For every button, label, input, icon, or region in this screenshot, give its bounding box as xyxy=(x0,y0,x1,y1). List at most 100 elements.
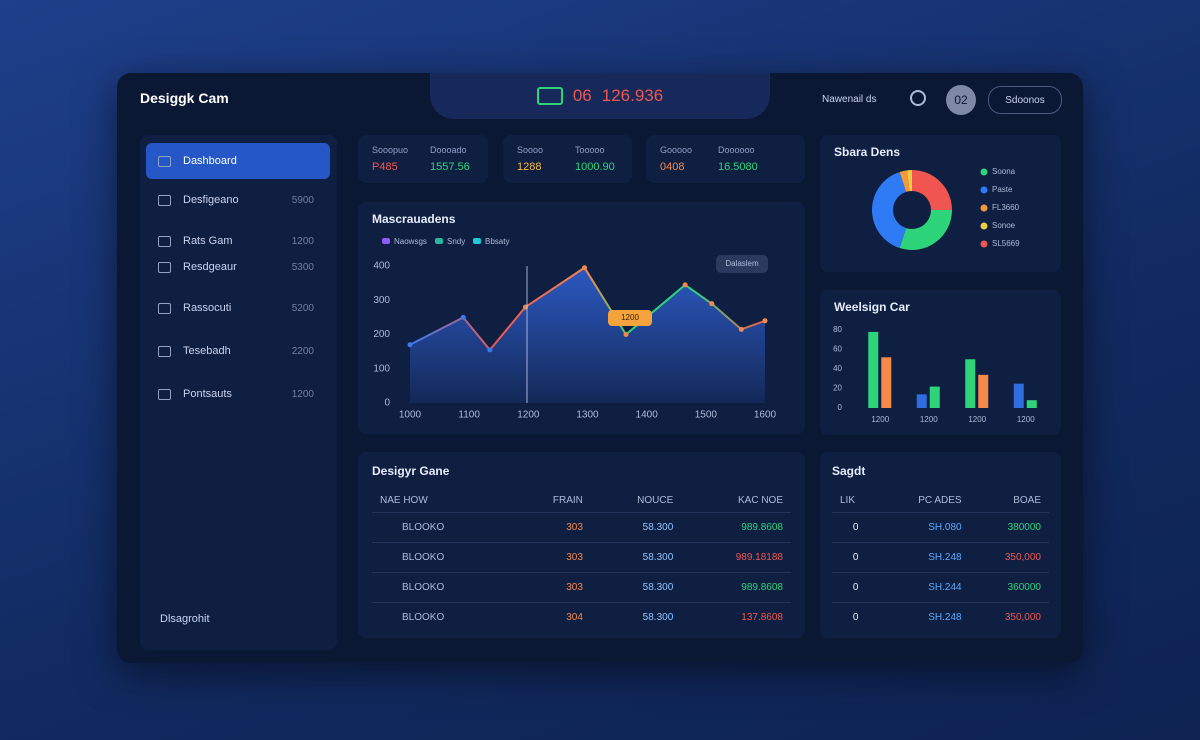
stat-label: Doooooo xyxy=(718,145,755,155)
legend-label: FL3660 xyxy=(992,203,1020,212)
table-row[interactable]: BLOOKO 303 58.300 989.8608 xyxy=(372,512,791,543)
stat-value: 1557.56 xyxy=(430,161,470,173)
table-cell: SH.248 xyxy=(879,602,970,632)
pie-chart: Sbara Dens Soona Paste FL3660 Sonoe SL5669 xyxy=(834,145,1020,250)
x-tick-label: 1400 xyxy=(636,410,659,421)
x-tick-label: 1200 xyxy=(871,415,889,424)
table-row[interactable]: BLOOKO 304 58.300 137.8608 xyxy=(372,602,791,632)
table-row[interactable]: BLOOKO 303 58.300 989.8608 xyxy=(372,572,791,603)
label: Rats Gam xyxy=(183,235,233,247)
legend-label: Sonoe xyxy=(992,221,1016,230)
point xyxy=(460,314,466,320)
icon xyxy=(158,155,171,167)
stat-card: Soooo 1288 Tooooo 1000.90 xyxy=(503,135,632,183)
legend-dot xyxy=(980,186,988,194)
y-tick-label: 100 xyxy=(373,363,390,374)
value: 1200 xyxy=(291,388,314,400)
bar xyxy=(978,374,989,408)
sidebar-item[interactable]: Pontsauts 1200 xyxy=(146,376,330,412)
table-row[interactable]: 0 SH.248 350,000 xyxy=(832,542,1049,573)
table-cell: 58.300 xyxy=(590,572,682,603)
table-cell: 989.8608 xyxy=(681,512,791,543)
column-header: BOAE xyxy=(1013,494,1041,506)
sidebar-item[interactable]: Resdgeaur 5300 xyxy=(146,249,330,285)
table-row[interactable]: BLOOKO 303 58.300 989.18188 xyxy=(372,542,791,573)
icon xyxy=(158,302,171,314)
legend-label: Paste xyxy=(992,185,1013,194)
point xyxy=(709,301,715,307)
legend-label: Soona xyxy=(992,167,1016,176)
stat-value: 16.5080 xyxy=(718,161,758,173)
point xyxy=(762,318,768,324)
table-row[interactable]: 0 SH.080 380000 xyxy=(832,512,1049,543)
bar xyxy=(1026,400,1037,408)
data-table: LIK PC ADES BOAE 0 SH.080 380000 0 SH.248 350,00… xyxy=(832,488,1049,632)
point xyxy=(487,347,493,353)
icon xyxy=(158,345,171,357)
value: 5900 xyxy=(291,194,314,206)
sidebar-item[interactable]: Rats Gam 1200 xyxy=(146,223,330,259)
tooltip-box xyxy=(716,255,768,273)
label: Dashboard xyxy=(183,155,237,167)
label: Resdgeaur xyxy=(183,261,237,273)
search-icon[interactable] xyxy=(910,90,926,106)
stat-label: Gooooo xyxy=(660,145,693,155)
label: Pontsauts xyxy=(183,388,232,400)
table-cell: 0 xyxy=(832,602,880,632)
stat: Soooo 1288 xyxy=(517,145,543,173)
x-tick-label: 1200 xyxy=(920,415,938,424)
legend-dot xyxy=(980,240,988,248)
label: Desfigeano xyxy=(183,194,239,206)
table-card: Desigyr Gane NAE HOW FRAIN NOUCE KAC NOE BLOO… xyxy=(358,452,805,638)
legend-label: SL5669 xyxy=(992,239,1020,248)
legend-label: Naowsgs xyxy=(394,237,427,246)
icon xyxy=(158,261,171,273)
y-tick-label: 80 xyxy=(833,325,842,334)
x-tick-label: 1300 xyxy=(576,410,599,421)
table-row[interactable]: 0 SH.248 350,000 xyxy=(832,602,1049,632)
table-cell: 350,000 xyxy=(969,602,1049,632)
label: Tesebadh xyxy=(183,345,231,357)
table-cell: 303 xyxy=(511,542,591,573)
table-row[interactable]: 0 SH.244 360000 xyxy=(832,572,1049,603)
sidebar-item[interactable]: Rassocuti 5200 xyxy=(146,290,330,326)
sidebar-item[interactable]: Tesebadh 2200 xyxy=(146,333,330,369)
bar xyxy=(916,394,927,408)
column-header: LIK xyxy=(840,494,856,506)
line xyxy=(409,266,766,352)
x-tick-label: 1100 xyxy=(458,410,480,421)
table-title: Sagdt xyxy=(832,464,866,478)
y-tick-label: 200 xyxy=(373,329,390,340)
pie-slice xyxy=(872,171,907,249)
value: 2200 xyxy=(291,345,314,357)
ticker-value: 126.936 xyxy=(601,86,664,105)
table-cell: BLOOKO xyxy=(372,542,512,573)
x-tick-label: 1200 xyxy=(517,410,540,421)
point xyxy=(682,282,688,288)
point xyxy=(407,342,413,348)
y-tick-label: 0 xyxy=(384,398,390,409)
table-cell: 0 xyxy=(832,542,880,573)
sidebar-item[interactable]: Desfigeano 5900 xyxy=(146,182,330,218)
legend-swatch xyxy=(435,238,443,244)
icon xyxy=(158,388,171,400)
legend-dot xyxy=(980,204,988,212)
avatar[interactable]: 02 xyxy=(946,85,976,115)
header-button[interactable]: Sdoonos xyxy=(988,86,1062,114)
sidebar-footer[interactable]: Dlsagrohit xyxy=(160,613,210,625)
table-cell: SH.080 xyxy=(879,512,970,543)
icon xyxy=(158,235,171,247)
annotation: 1200 xyxy=(621,313,639,322)
area xyxy=(410,267,765,403)
table-cell: 303 xyxy=(511,572,591,603)
sidebar-item[interactable]: Dashboard xyxy=(146,143,330,179)
header-row: LIK PC ADES BOAE xyxy=(832,488,1049,513)
value: 5200 xyxy=(291,302,314,314)
stat-label: Doooado xyxy=(430,145,467,155)
stat: Sooopuo P485 xyxy=(372,145,408,173)
stat: Tooooo 1000.90 xyxy=(575,145,615,173)
x-tick-label: 1600 xyxy=(754,410,777,421)
table-cell: 360000 xyxy=(969,572,1049,603)
table-cell: SH.248 xyxy=(879,542,970,573)
